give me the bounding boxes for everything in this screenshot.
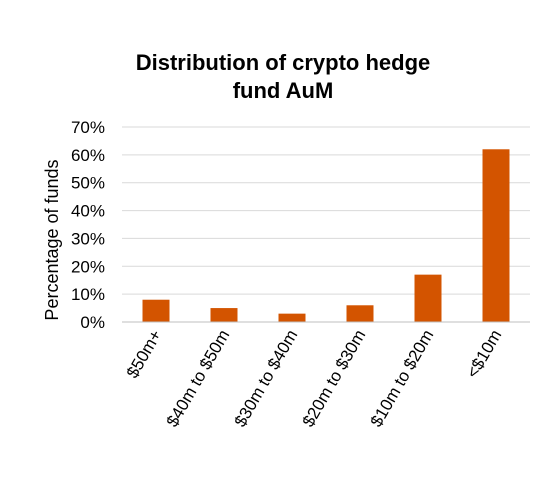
- chart-title-line-1: Distribution of crypto hedge: [136, 50, 431, 75]
- bar: [482, 149, 510, 322]
- bar: [346, 305, 374, 322]
- y-tick-label: 50%: [71, 174, 105, 193]
- gridlines: [122, 126, 530, 295]
- y-tick-label: 70%: [71, 118, 105, 137]
- y-tick-label: 30%: [71, 229, 105, 248]
- y-tick-label: 0%: [80, 313, 105, 332]
- x-tick-label: <$10m: [463, 327, 506, 382]
- x-tick-label: $30m to $40m: [231, 327, 302, 431]
- y-tick-label: 40%: [71, 202, 105, 221]
- y-tick-label: 10%: [71, 285, 105, 304]
- bar: [278, 313, 306, 322]
- y-tick-labels: 0% 10% 20% 30% 40% 50% 60% 70%: [71, 118, 105, 332]
- x-tick-label: $20m to $30m: [299, 327, 370, 431]
- bar: [210, 308, 238, 322]
- x-tick-label: $50m+: [123, 326, 166, 381]
- bar: [142, 299, 170, 322]
- x-tick-label: $10m to $20m: [367, 327, 438, 431]
- y-tick-label: 60%: [71, 146, 105, 165]
- y-axis-label: Percentage of funds: [42, 159, 62, 320]
- bar: [414, 274, 442, 322]
- x-tick-label: $40m to $50m: [163, 327, 234, 431]
- bars: [142, 149, 510, 322]
- chart-title-line-2: fund AuM: [233, 78, 334, 103]
- y-tick-label: 20%: [71, 257, 105, 276]
- x-tick-labels: $50m+$40m to $50m$30m to $40m$20m to $30…: [123, 326, 506, 430]
